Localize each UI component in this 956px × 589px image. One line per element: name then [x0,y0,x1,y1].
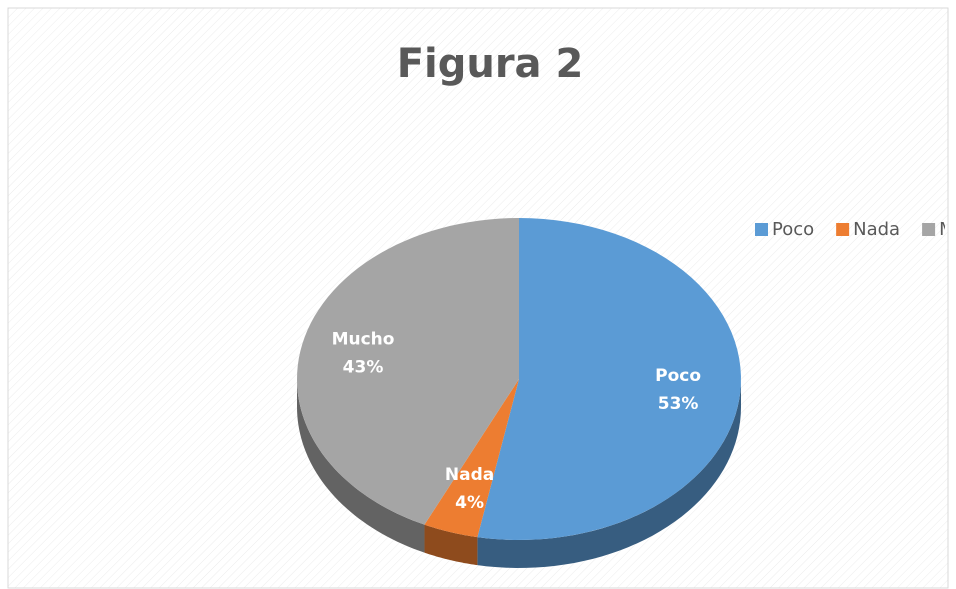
chart-title: Figura 2 [397,41,584,87]
data-label-value: 43% [343,358,384,378]
slice-side [297,379,425,553]
slice [297,218,519,525]
legend-swatch [836,223,850,236]
legend-label: Nada [853,219,900,240]
legend-label: Poco [772,219,814,240]
data-label-value: 4% [455,493,484,513]
legend-label: Mucho [939,219,956,240]
legend: Poco Nada Mucho [755,219,956,240]
data-label-name: Poco [655,366,701,386]
slice-side [424,524,478,566]
slice [477,218,741,540]
data-label-name: Nada [445,465,494,485]
legend-swatch [922,223,936,236]
slice [424,379,519,538]
data-label-name: Mucho [332,330,395,350]
slice-side [477,379,741,568]
legend-swatch [755,223,768,236]
data-label-value: 53% [658,394,699,414]
